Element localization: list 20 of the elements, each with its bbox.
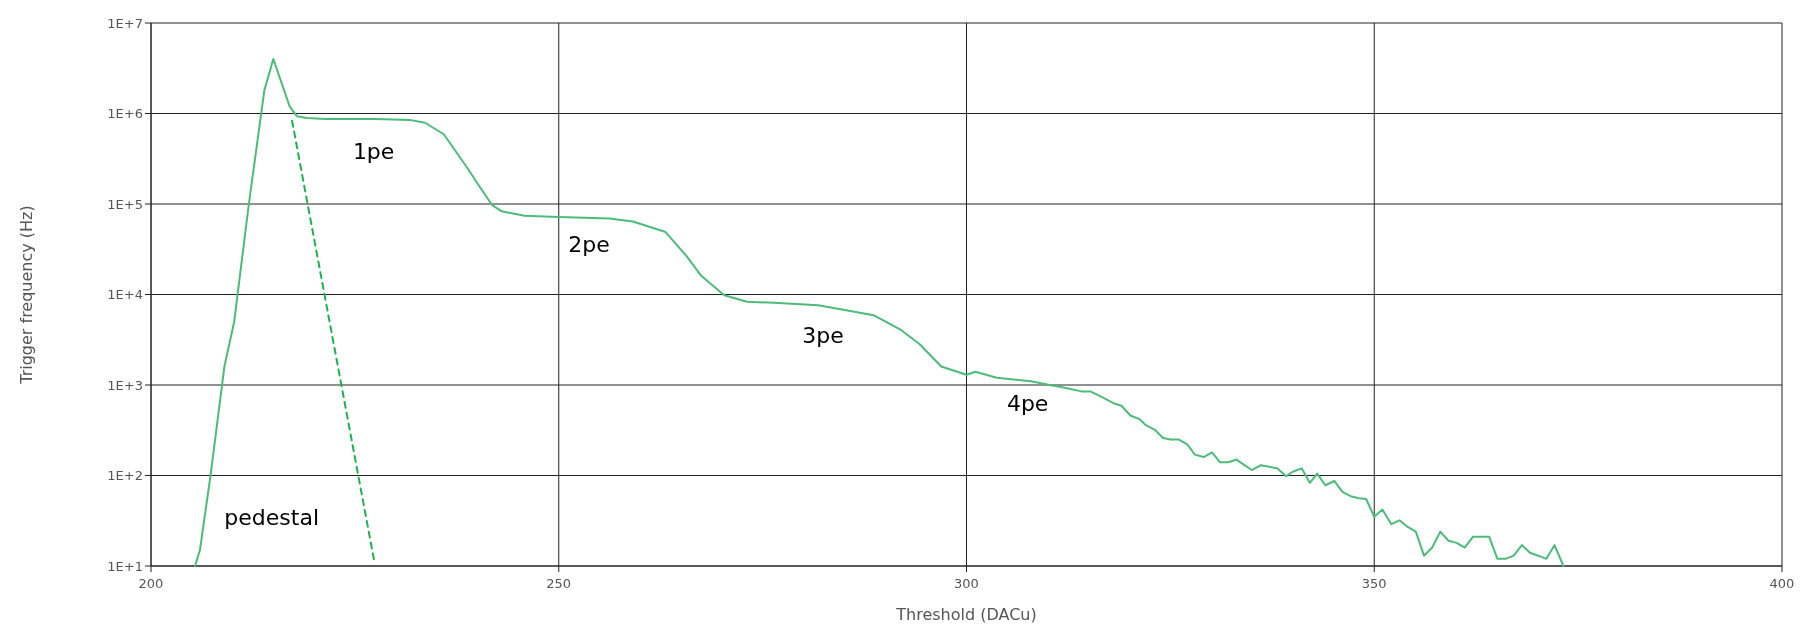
x-tick-label: 350	[1361, 576, 1387, 591]
y-tick-label: 1E+4	[107, 287, 143, 303]
y-tick-label: 1E+5	[107, 196, 143, 212]
x-tick-label: 250	[546, 576, 572, 591]
y-tick-label: 1E+6	[107, 106, 143, 122]
y-tick-label: 1E+2	[107, 468, 143, 484]
x-tick-label: 400	[1769, 576, 1795, 591]
annotation: 4pe	[1006, 390, 1049, 416]
y-tick-label: 1E+3	[107, 377, 143, 393]
line-series	[194, 58, 1565, 567]
x-axis-title: Threshold (DACu)	[895, 605, 1037, 624]
annotation: 2pe	[568, 231, 610, 257]
x-tick-label: 300	[954, 576, 979, 591]
annotation: 3pe	[802, 322, 844, 348]
annotation: pedestal	[224, 504, 320, 530]
annotation: 1pe	[352, 139, 395, 165]
x-tick-label: 200	[138, 576, 164, 591]
y-axis-title: Trigger frequency (Hz)	[17, 205, 36, 385]
y-tick-label: 1E+1	[107, 558, 143, 574]
y-tick-label: 1E+7	[107, 15, 143, 31]
